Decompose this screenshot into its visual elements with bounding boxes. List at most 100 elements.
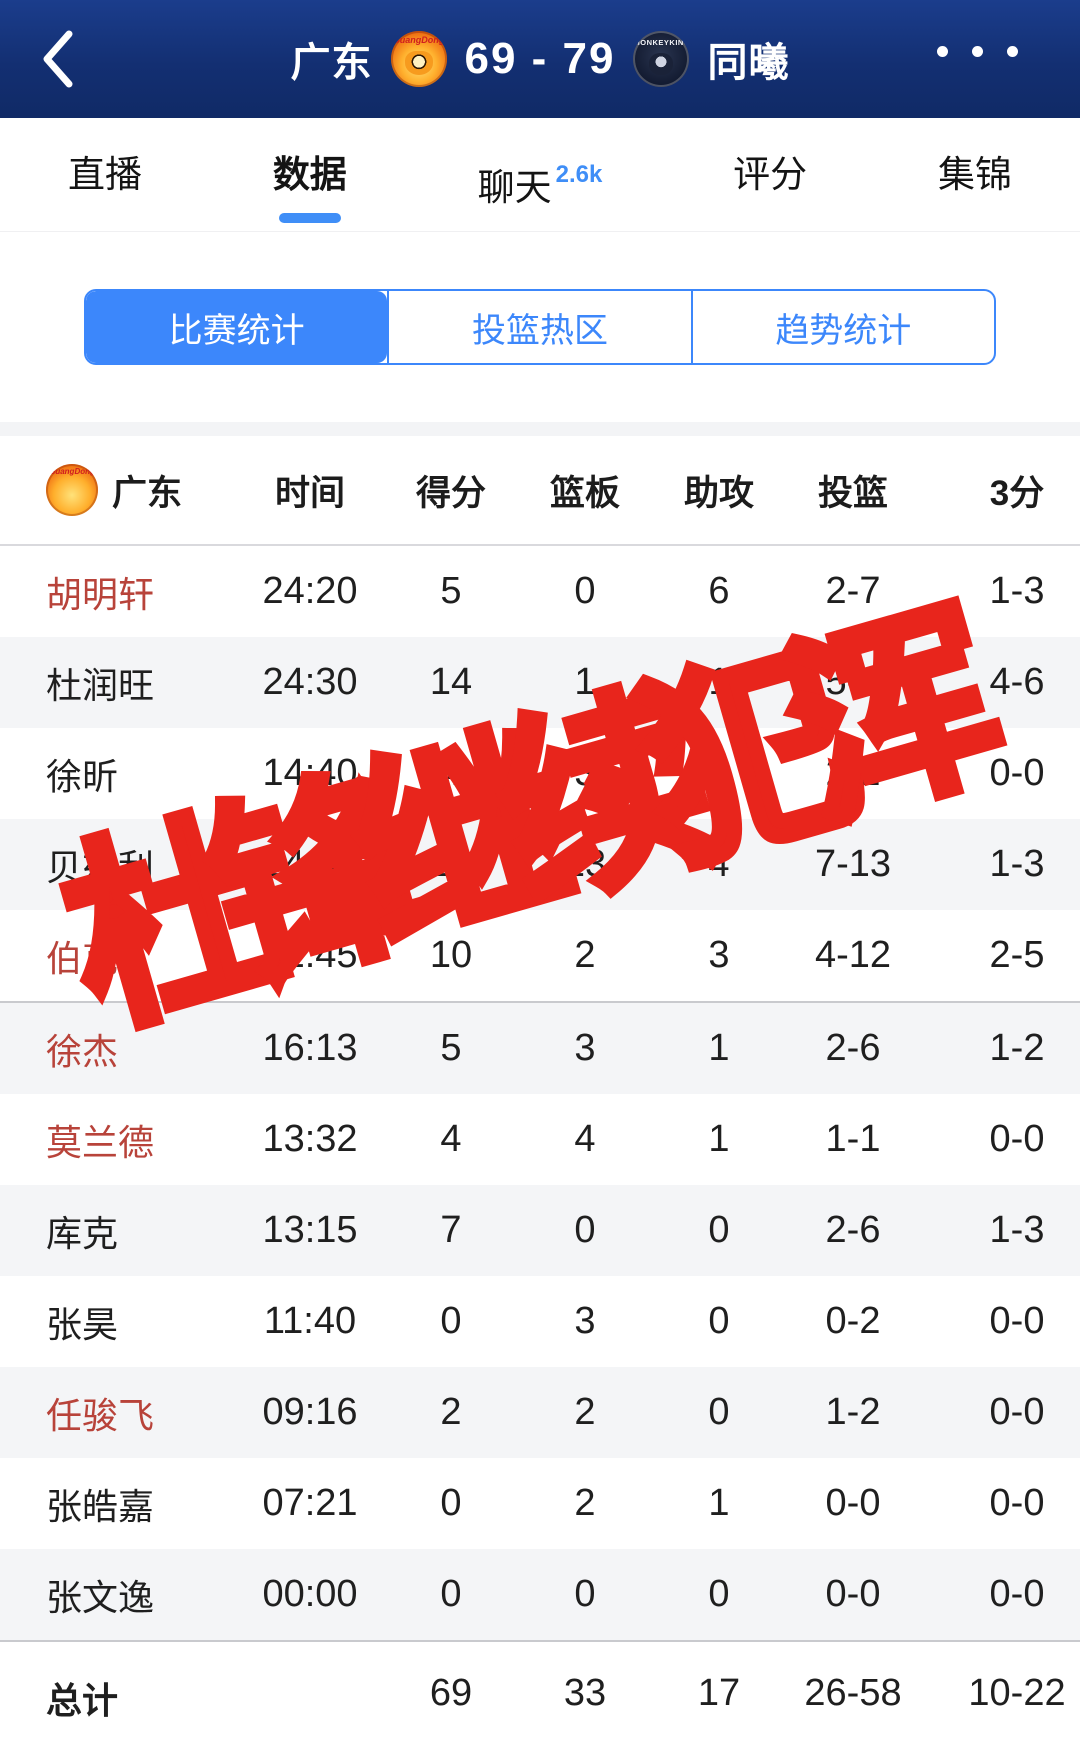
stat-points: 2 bbox=[440, 1391, 462, 1433]
back-button[interactable] bbox=[28, 26, 88, 92]
totals-rebounds: 33 bbox=[563, 1672, 607, 1714]
stat-assists: 0 bbox=[708, 1209, 730, 1251]
stat-fg: 0-0 bbox=[825, 1482, 881, 1524]
player-name: 杜润旺 bbox=[46, 664, 155, 706]
tab-chat[interactable]: 聊天 2.6k bbox=[477, 161, 603, 208]
stat-three: 1-2 bbox=[989, 1027, 1045, 1069]
table-row[interactable]: 徐杰 16:13 5 3 1 2-6 1-2 bbox=[0, 1003, 1080, 1094]
match-score: 69 - 79 bbox=[464, 34, 616, 83]
stat-time: 24:20 bbox=[262, 570, 358, 612]
match-title: 广东 GuangDong 69 - 79 MONKEYKINGS 同曦 bbox=[0, 30, 1080, 88]
stat-fg: 1-2 bbox=[825, 1391, 881, 1433]
stat-three: 2-5 bbox=[989, 934, 1045, 976]
team-logo-small: GuangDong bbox=[46, 464, 98, 516]
table-row[interactable]: 库克 13:15 7 0 0 2-6 1-3 bbox=[0, 1185, 1080, 1276]
stat-three: 0-0 bbox=[989, 1482, 1045, 1524]
stat-three: 0-0 bbox=[989, 1118, 1045, 1160]
monkey-kings-logo: MONKEYKINGS bbox=[633, 31, 690, 87]
tab-live[interactable]: 直播 bbox=[68, 154, 142, 195]
table-row[interactable]: 贝兹利 24:08 18 13 4 7-13 1-3 bbox=[0, 819, 1080, 910]
stat-time: 00:00 bbox=[262, 1573, 358, 1615]
tab-rating[interactable]: 评分 bbox=[733, 154, 808, 195]
table-row[interactable]: 张昊 11:40 0 3 0 0-2 0-0 bbox=[0, 1276, 1080, 1367]
table-row[interactable]: 张文逸 00:00 0 0 0 0-0 0-0 bbox=[0, 1549, 1080, 1640]
table-row[interactable]: 伯克 21:45 10 2 3 4-12 2-5 bbox=[0, 910, 1080, 1003]
stat-rebounds: 0 bbox=[574, 1209, 596, 1251]
stat-fg: 4-12 bbox=[814, 934, 892, 976]
col-points: 得分 bbox=[415, 473, 486, 513]
table-row[interactable]: 胡明轩 24:20 5 0 6 2-7 1-3 bbox=[0, 546, 1080, 637]
stat-points: 7 bbox=[440, 1209, 462, 1251]
stat-three: 1-3 bbox=[989, 570, 1045, 612]
stat-rebounds: 3 bbox=[574, 1300, 596, 1342]
stat-points: 5 bbox=[440, 570, 462, 612]
stat-three: 0-0 bbox=[989, 1573, 1045, 1615]
stat-assists: 1 bbox=[708, 1482, 730, 1524]
stat-assists: 4 bbox=[708, 843, 730, 885]
tab-highlights[interactable]: 集锦 bbox=[937, 154, 1012, 195]
more-dots-icon bbox=[937, 46, 948, 57]
stat-points: 5 bbox=[440, 1027, 462, 1069]
stat-assists: 0 bbox=[708, 1391, 730, 1433]
active-tab-underline bbox=[278, 213, 341, 223]
player-name: 张昊 bbox=[46, 1303, 119, 1345]
more-options-button[interactable] bbox=[937, 46, 1018, 57]
stat-time: 24:08 bbox=[262, 843, 358, 885]
stat-three: 1-3 bbox=[989, 1209, 1045, 1251]
stats-segmented-control: 比赛统计 投篮热区 趋势统计 bbox=[84, 289, 996, 365]
match-header: 广东 GuangDong 69 - 79 MONKEYKINGS 同曦 bbox=[0, 0, 1080, 118]
totals-row: 总计 69 33 17 26-58 10-22 bbox=[0, 1640, 1080, 1740]
stat-assists: 6 bbox=[708, 570, 730, 612]
stat-points: 0 bbox=[440, 1482, 462, 1524]
stat-assists: 1 bbox=[708, 1027, 730, 1069]
stat-fg: 2-2 bbox=[825, 752, 881, 794]
table-row[interactable]: 任骏飞 09:16 2 2 0 1-2 0-0 bbox=[0, 1367, 1080, 1458]
team-column-label: 广东 bbox=[112, 473, 183, 513]
chevron-left-icon bbox=[43, 30, 73, 88]
stat-assists: 1 bbox=[708, 661, 730, 703]
player-stats-table: GuangDong 广东 时间 得分 篮板 助攻 投篮 3分 胡明轩 24:20… bbox=[0, 436, 1080, 1740]
stat-rebounds: 0 bbox=[574, 570, 596, 612]
stats-table-body: 胡明轩 24:20 5 0 6 2-7 1-3 杜润旺 24:30 14 1 1… bbox=[0, 546, 1080, 1640]
player-name: 徐杰 bbox=[46, 1030, 119, 1072]
stat-rebounds: 13 bbox=[563, 843, 607, 885]
col-fg: 投篮 bbox=[817, 473, 888, 513]
table-row[interactable]: 莫兰德 13:32 4 4 1 1-1 0-0 bbox=[0, 1094, 1080, 1185]
stat-time: 21:45 bbox=[262, 934, 358, 976]
stat-rebounds: 2 bbox=[574, 1482, 596, 1524]
seg-shot-heatmap[interactable]: 投篮热区 bbox=[387, 291, 690, 363]
stat-rebounds: 3 bbox=[574, 1027, 596, 1069]
stat-time: 14:40 bbox=[262, 752, 358, 794]
stat-three: 0-0 bbox=[989, 1391, 1045, 1433]
stat-points: 18 bbox=[429, 843, 473, 885]
spacer bbox=[0, 365, 1080, 422]
stats-table-header: GuangDong 广东 时间 得分 篮板 助攻 投篮 3分 bbox=[0, 436, 1080, 546]
table-row[interactable]: 徐昕 14:40 4 3 0 2-2 0-0 bbox=[0, 728, 1080, 819]
seg-match-stats[interactable]: 比赛统计 bbox=[86, 291, 388, 363]
stat-three: 1-3 bbox=[989, 843, 1045, 885]
player-name: 张文逸 bbox=[46, 1576, 155, 1618]
stat-time: 11:40 bbox=[263, 1300, 357, 1342]
col-three: 3分 bbox=[989, 473, 1045, 513]
totals-points: 69 bbox=[429, 1672, 473, 1714]
table-row[interactable]: 杜润旺 24:30 14 1 1 5-7 4-6 bbox=[0, 637, 1080, 728]
main-tab-bar: 直播 数据 聊天 2.6k 评分 集锦 bbox=[0, 118, 1080, 232]
stat-time: 16:13 bbox=[262, 1027, 358, 1069]
table-row[interactable]: 张皓嘉 07:21 0 2 1 0-0 0-0 bbox=[0, 1458, 1080, 1549]
guangdong-tigers-logo: GuangDong bbox=[390, 31, 447, 87]
stat-rebounds: 3 bbox=[574, 752, 596, 794]
totals-assists: 17 bbox=[697, 1672, 741, 1714]
stat-rebounds: 4 bbox=[574, 1118, 596, 1160]
player-name: 伯克 bbox=[46, 937, 119, 979]
stat-fg: 7-13 bbox=[814, 843, 892, 885]
stat-points: 4 bbox=[440, 752, 462, 794]
totals-three: 10-22 bbox=[968, 1672, 1066, 1714]
totals-label: 总计 bbox=[46, 1680, 119, 1721]
seg-trend-stats[interactable]: 趋势统计 bbox=[690, 291, 994, 363]
stat-assists: 0 bbox=[708, 1300, 730, 1342]
player-name: 张皓嘉 bbox=[46, 1485, 155, 1527]
section-divider-band bbox=[0, 422, 1080, 436]
stat-assists: 3 bbox=[708, 934, 730, 976]
tab-data[interactable]: 数据 bbox=[267, 118, 353, 231]
stat-time: 07:21 bbox=[262, 1482, 358, 1524]
